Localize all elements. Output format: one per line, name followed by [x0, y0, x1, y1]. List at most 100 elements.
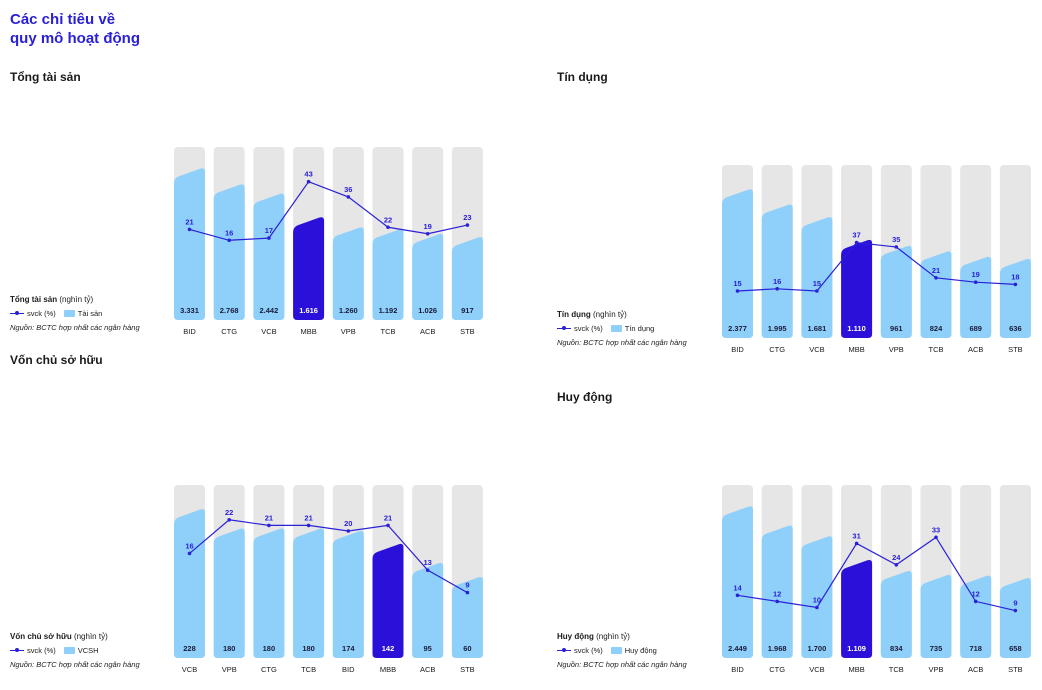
value-label-tcb: 1.192 [379, 306, 398, 315]
legend-line-label: svck (%) [27, 646, 56, 655]
legend-title: Vốn chủ sở hữu [10, 632, 72, 641]
bar-vpb [920, 574, 952, 658]
bar-vpb [332, 227, 364, 320]
value-label-mbb: 1.110 [847, 324, 865, 333]
source-note: Nguồn: BCTC hợp nhất các ngân hàng [10, 323, 140, 332]
growth-line [737, 241, 1016, 292]
bar-mbb [293, 217, 325, 320]
value-label-ctg: 180 [263, 644, 276, 653]
growth-point-stb [465, 223, 470, 227]
tick-label-vcb: VCB [261, 327, 276, 336]
growth-point-vpb [894, 245, 899, 249]
tick-label-bid: BID [731, 665, 744, 674]
bar-vcb [174, 509, 205, 658]
growth-label-stb: 9 [465, 581, 469, 590]
value-label-vcb: 228 [183, 644, 196, 653]
bar-bid [722, 189, 753, 338]
growth-line [737, 536, 1016, 612]
bar-mbb [841, 559, 873, 658]
value-label-vpb: 735 [930, 644, 943, 653]
tick-label-vcb: VCB [182, 665, 197, 674]
bar-ctg [253, 528, 285, 658]
bar-vpb [880, 245, 912, 338]
bar-tcb [920, 251, 952, 338]
value-label-mbb: 142 [382, 644, 395, 653]
page-title-line-1: Các chỉ tiêu về [10, 11, 116, 28]
tick-label-acb: ACB [968, 345, 983, 354]
growth-label-mbb: 43 [304, 170, 312, 179]
legend-bar-label: VCSH [77, 646, 99, 655]
growth-label-ctg: 21 [265, 513, 273, 522]
growth-point-stb [465, 590, 470, 595]
growth-label-vcb: 15 [813, 279, 821, 288]
growth-point-tcb [894, 563, 899, 567]
value-label-acb: 1.026 [418, 306, 437, 315]
value-label-vpb: 961 [890, 324, 903, 333]
legend-von-chu-so-huu: Vốn chủ sở hữu (nghìn tỷ) svck (%) VCSH … [10, 632, 140, 669]
bar-stb [999, 577, 1031, 658]
growth-point-tcb [934, 276, 938, 280]
source-note: Nguồn: BCTC hợp nhất các ngân hàng [557, 338, 687, 347]
value-label-stb: 636 [1009, 324, 1022, 333]
value-label-ctg: 2.768 [220, 306, 239, 315]
tick-label-vcb: VCB [809, 665, 824, 674]
legend-bar-swatch [63, 310, 75, 317]
growth-point-acb [973, 280, 978, 284]
value-label-bid: 2.377 [728, 324, 747, 333]
legend-tong-tai-san: Tổng tài sản (nghìn tỷ) svck (%) Tài sản… [10, 295, 140, 332]
tick-label-mbb: MBB [380, 665, 396, 674]
value-label-stb: 60 [463, 644, 471, 653]
growth-point-vcb [815, 289, 819, 293]
legend-title: Tổng tài sản [10, 295, 58, 304]
growth-point-bid [735, 593, 740, 598]
growth-point-bid [735, 289, 740, 293]
bar-tcb [293, 528, 325, 658]
growth-label-stb: 18 [1011, 272, 1019, 281]
growth-point-ctg [775, 287, 779, 291]
value-label-vpb: 180 [223, 644, 236, 653]
tick-label-vpb: VPB [889, 345, 904, 354]
growth-label-acb: 19 [972, 270, 980, 279]
chart-von-chu-so-huu: 228 VCB 180 VPB 180 CTG 180 TCB 174 BID 142 MBB 95 AC… [174, 485, 483, 674]
tick-label-mbb: MBB [848, 665, 864, 674]
value-label-bid: 2.449 [728, 644, 747, 653]
growth-point-mbb [306, 179, 311, 184]
growth-point-vcb [815, 605, 819, 610]
bar-bid [722, 506, 753, 658]
legend-line-label: svck (%) [27, 309, 56, 318]
value-label-vpb: 1.260 [339, 306, 358, 315]
source-note: Nguồn: BCTC hợp nhất các ngân hàng [10, 660, 140, 669]
tick-label-ctg: CTG [769, 345, 785, 354]
legend-bar-label: Tín dụng [624, 324, 655, 333]
bar-bid [174, 168, 205, 320]
value-label-acb: 718 [969, 644, 982, 653]
growth-point-ctg [267, 523, 271, 528]
chart-tin-dung: 2.377 BID 1.995 CTG 1.681 VCB 1.110 MBB 961 VPB 82… [722, 165, 1031, 354]
tick-label-tcb: TCB [889, 665, 904, 674]
tick-label-vpb: VPB [222, 665, 237, 674]
growth-label-acb: 19 [424, 222, 432, 231]
growth-point-bid [187, 227, 192, 232]
bar-stb [451, 237, 483, 320]
growth-point-stb [1013, 608, 1018, 613]
growth-label-mbb: 31 [852, 531, 860, 540]
legend-bar-swatch [63, 647, 75, 654]
legend-unit: (nghìn tỷ) [593, 310, 627, 319]
growth-label-tcb: 22 [384, 215, 392, 224]
tick-label-ctg: CTG [221, 327, 237, 336]
legend-line-swatch [10, 647, 24, 654]
growth-point-vpb [227, 518, 231, 522]
tick-label-tcb: TCB [301, 665, 316, 674]
growth-label-vcb: 16 [185, 541, 193, 550]
growth-label-vpb: 36 [344, 185, 352, 194]
legend-huy-dong: Huy động (nghìn tỷ) svck (%) Huy động Ng… [557, 632, 687, 669]
growth-label-vpb: 35 [892, 235, 900, 244]
tick-label-bid: BID [183, 327, 196, 336]
tick-label-bid: BID [731, 345, 744, 354]
page-title-line-2: quy mô hoạt động [10, 30, 140, 47]
growth-point-tcb [306, 523, 311, 528]
legend-line-label: svck (%) [574, 324, 603, 333]
bar-vpb [213, 528, 245, 658]
chart-tong-tai-san: 3.331 BID 2.768 CTG 2.442 VCB 1.616 MBB 1.260 VPB… [174, 147, 483, 336]
bar-stb [451, 577, 483, 658]
